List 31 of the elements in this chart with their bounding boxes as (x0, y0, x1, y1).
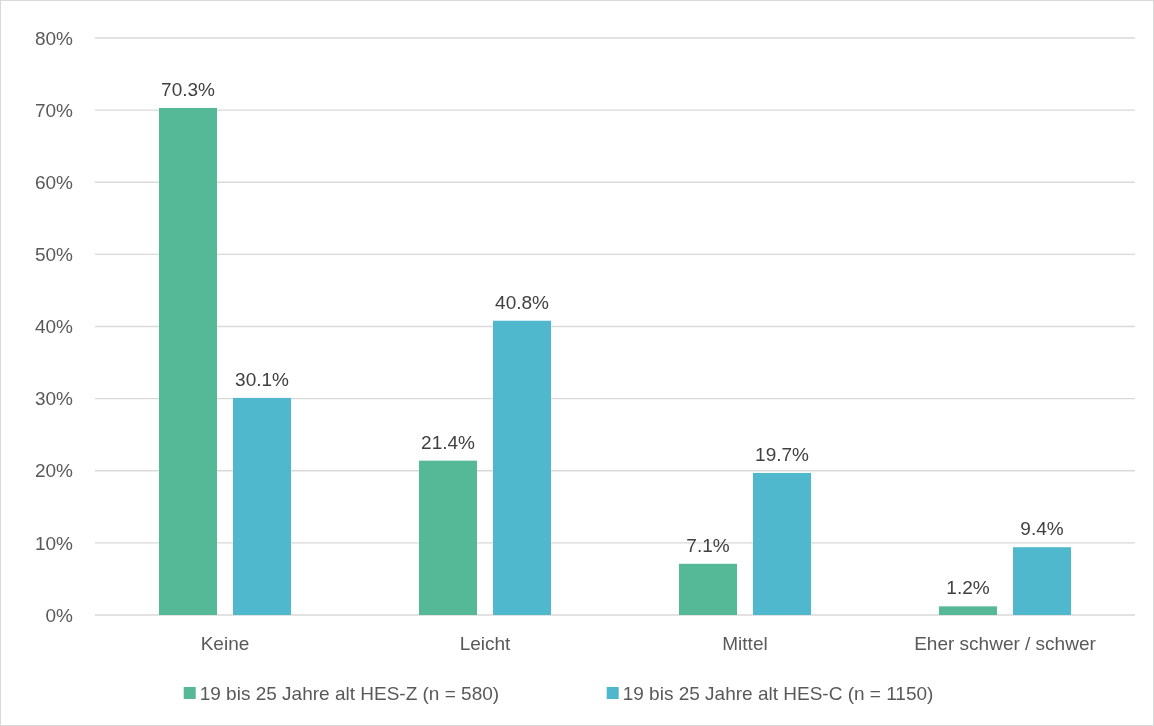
text: 1.2% (946, 577, 990, 599)
x-tick-label: Mittel (722, 633, 768, 654)
text: 21.4% (421, 431, 475, 453)
bar (939, 606, 997, 615)
text: 40.8% (495, 291, 549, 313)
text: 9.4% (1020, 518, 1064, 540)
y-tick-label: 50% (34, 244, 74, 266)
y-tick-label: 10% (34, 532, 74, 554)
bar (159, 107, 217, 615)
bar (679, 563, 737, 615)
x-tick-label: Eher schwer / schwer (914, 633, 1097, 654)
y-tick-label: 0% (45, 604, 74, 626)
bar (753, 472, 811, 615)
x-tick-label: Keine (200, 633, 250, 654)
y-tick-label: 80% (34, 27, 74, 49)
y-tick-label: 60% (34, 171, 74, 193)
bar (1013, 547, 1071, 615)
y-tick-label: 70% (34, 99, 74, 121)
text: 7.1% (686, 534, 730, 556)
x-tick-label: Leicht (459, 633, 512, 654)
y-tick-label: 40% (34, 316, 74, 338)
bar (493, 320, 551, 615)
y-tick-label: 20% (34, 460, 74, 482)
bar (233, 397, 291, 615)
bar (419, 460, 477, 615)
text: 30.1% (235, 368, 289, 390)
legend-label: 19 bis 25 Jahre alt HES-Z (n = 580) (199, 682, 500, 704)
legend-label: 19 bis 25 Jahre alt HES-C (n = 1150) (622, 682, 934, 704)
y-tick-label: 30% (34, 388, 74, 410)
text: 19.7% (755, 443, 809, 465)
text: 70.3% (161, 78, 215, 100)
